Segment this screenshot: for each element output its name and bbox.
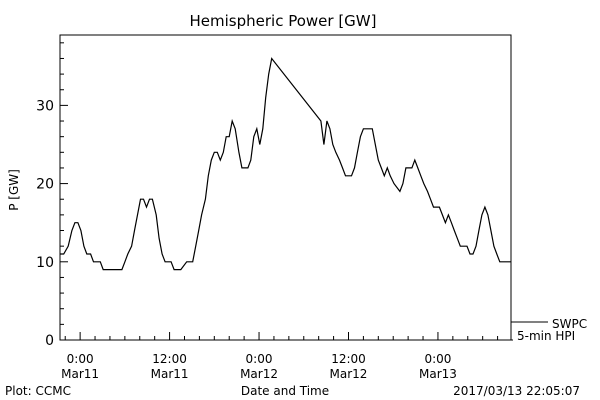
x-tick-time-label: 0:00 bbox=[67, 352, 94, 366]
x-tick-date-label: Mar12 bbox=[330, 367, 368, 381]
x-tick-time-label: 0:00 bbox=[424, 352, 451, 366]
x-tick-time-label: 12:00 bbox=[152, 352, 187, 366]
x-tick-date-label: Mar11 bbox=[61, 367, 99, 381]
plot-frame bbox=[59, 34, 512, 341]
x-tick-time-label: 0:00 bbox=[246, 352, 273, 366]
y-tick-label: 0 bbox=[45, 333, 54, 349]
y-tick-label: 30 bbox=[36, 98, 54, 114]
x-tick-date-label: Mar11 bbox=[151, 367, 189, 381]
y-axis-label: P [GW] bbox=[7, 169, 21, 211]
x-tick-date-label: Mar13 bbox=[419, 367, 457, 381]
x-axis-label: Date and Time bbox=[241, 384, 329, 398]
plot-credit: Plot: CCMC bbox=[5, 384, 71, 398]
series-line-swpc bbox=[60, 57, 511, 271]
y-axis: 0 10 20 30 bbox=[36, 42, 68, 349]
y-tick-label: 20 bbox=[36, 177, 54, 193]
legend-hpi-label: 5-min HPI bbox=[517, 329, 575, 343]
y-tick-label: 10 bbox=[36, 255, 54, 271]
x-tick-date-label: Mar12 bbox=[240, 367, 278, 381]
x-axis: 0:00Mar1112:00Mar110:00Mar1212:00Mar120:… bbox=[61, 332, 499, 381]
series-layer bbox=[60, 57, 511, 271]
legend-swpc-label: SWPC bbox=[552, 317, 587, 331]
plot-timestamp: 2017/03/13 22:05:07 bbox=[453, 384, 580, 398]
chart-title: Hemispheric Power [GW] bbox=[190, 12, 377, 30]
x-tick-time-label: 12:00 bbox=[331, 352, 366, 366]
